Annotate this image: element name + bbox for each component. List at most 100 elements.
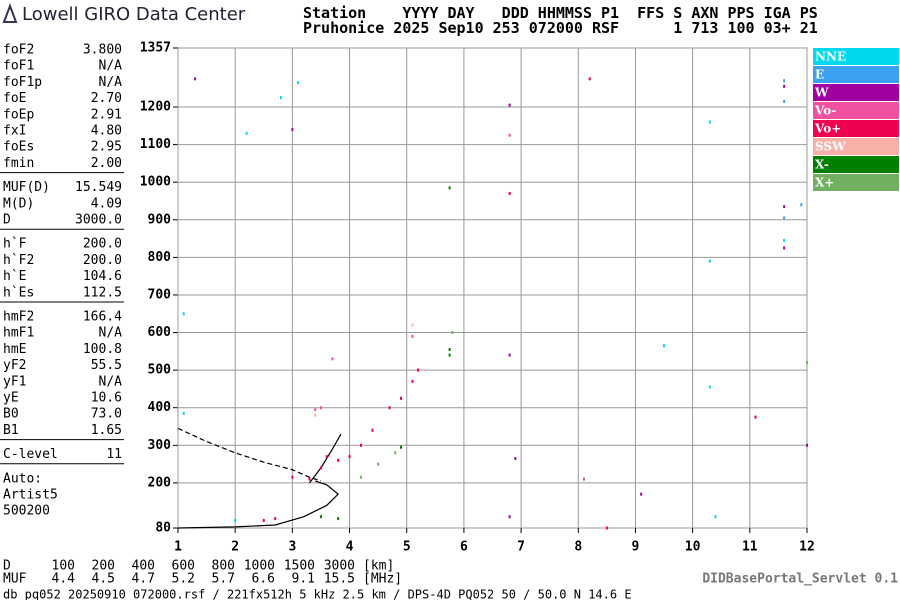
- legend-label: W: [814, 86, 829, 100]
- x-tick-label: 12: [799, 540, 815, 555]
- param-value: N/A: [99, 75, 123, 90]
- echo-point: [783, 84, 786, 88]
- x-tick-label: 5: [403, 540, 411, 555]
- servlet-label: DIDBasePortal_Servlet 0.1: [702, 572, 898, 587]
- legend-swatch: [813, 120, 899, 137]
- d-value: 400: [132, 559, 155, 574]
- echo-point: [783, 216, 786, 220]
- y-tick-label: 600: [148, 325, 172, 340]
- param-value: 3.800: [83, 43, 122, 58]
- param-value: 1.65: [91, 423, 122, 438]
- legend-label: X+: [815, 176, 834, 190]
- echo-point: [182, 312, 185, 316]
- param-value: N/A: [99, 59, 123, 74]
- legend-swatch: [813, 66, 899, 83]
- y-tick-label: 200: [148, 475, 172, 490]
- param-value: 2.95: [91, 140, 122, 155]
- d-value: 100: [52, 559, 75, 574]
- param-name: foEp: [3, 107, 34, 122]
- echo-point: [279, 96, 282, 100]
- y-tick-label: 1000: [140, 175, 171, 190]
- legend-swatch: [813, 156, 899, 173]
- legend-label: E: [815, 68, 824, 82]
- footer: db pq052 20250910 072000.rsf / 221fx512h…: [3, 588, 632, 600]
- d-value: 800: [212, 559, 235, 574]
- y-tick-label: 500: [148, 363, 172, 378]
- muf-value: 4.5: [92, 572, 115, 587]
- header: Station YYYY DAY DDD HHMMSS P1 FFS S AXN…: [303, 6, 818, 36]
- legend-label: NNE: [815, 50, 846, 64]
- echo-point: [400, 396, 403, 400]
- y-tick-label: 1100: [140, 137, 171, 152]
- param-value: 104.6: [83, 269, 122, 284]
- param-name: foF2: [3, 43, 34, 58]
- echo-point: [451, 331, 454, 335]
- echo-point: [448, 353, 451, 357]
- param-value: 4.09: [91, 196, 122, 211]
- param-name: D: [3, 213, 11, 228]
- logo-text: Lowell GIRO Data Center: [22, 4, 246, 25]
- param-name: h`E: [3, 269, 26, 284]
- param-name: hmF2: [3, 310, 34, 325]
- echo-point: [262, 518, 265, 522]
- profile-curve: [309, 433, 342, 484]
- param-name: M(D): [3, 196, 34, 211]
- echo-point: [400, 445, 403, 449]
- echo-point: [783, 246, 786, 250]
- param-value: 15.549: [75, 180, 122, 195]
- x-tick-label: 11: [742, 540, 758, 555]
- y-tick-label: 1357: [140, 41, 171, 56]
- echo-point: [331, 357, 334, 361]
- echo-point: [588, 77, 591, 81]
- echo-point: [508, 103, 511, 107]
- d-value: 600: [172, 559, 195, 574]
- param-name: hmF1: [3, 326, 34, 341]
- param-value: 10.6: [91, 391, 122, 406]
- d-value: 1000: [244, 559, 275, 574]
- param-name: yF2: [3, 358, 26, 373]
- param-value: 55.5: [91, 358, 122, 373]
- echo-point: [325, 455, 328, 459]
- muf-value: 6.6: [252, 572, 275, 587]
- echo-point: [508, 353, 511, 357]
- echo-point: [411, 379, 414, 383]
- echo-point: [448, 186, 451, 190]
- echo-point: [314, 413, 317, 417]
- x-tick-label: 7: [517, 540, 525, 555]
- echo-point: [411, 334, 414, 338]
- param-value: N/A: [99, 326, 123, 341]
- param-value: 200.0: [83, 253, 122, 268]
- param-name: yE: [3, 391, 19, 406]
- y-tick-label: 700: [148, 287, 172, 302]
- muf-value: 9.1: [292, 572, 315, 587]
- param-value: 200.0: [83, 237, 122, 252]
- x-tick-label: 3: [288, 540, 296, 555]
- param-value: 2.00: [91, 156, 122, 171]
- echo-point: [663, 344, 666, 348]
- echo-point: [714, 515, 717, 519]
- muf-unit: [MHz]: [363, 572, 402, 587]
- d-unit: [km]: [363, 559, 394, 574]
- param-value: 11: [106, 447, 122, 462]
- x-tick-label: 1: [174, 540, 182, 555]
- header-line: Pruhonice 2025 Sep10 253 072000 RSF 1 71…: [303, 19, 818, 37]
- legend-label: Vo-: [814, 104, 836, 118]
- muf-label: MUF: [3, 572, 27, 587]
- param-name: h`F2: [3, 253, 34, 268]
- echo-point: [640, 492, 643, 496]
- param-value: 2.91: [91, 107, 122, 122]
- muf-value: 5.2: [172, 572, 195, 587]
- echo-point: [417, 368, 420, 372]
- param-value: 2.70: [91, 91, 122, 106]
- echo-point: [377, 462, 380, 466]
- y-tick-label: 80: [155, 521, 171, 536]
- x-tick-label: 2: [231, 540, 239, 555]
- echo-point: [319, 406, 322, 410]
- echo-point: [605, 526, 608, 530]
- echo-point: [308, 477, 311, 481]
- param-name: fxI: [3, 124, 26, 139]
- echo-point: [708, 259, 711, 263]
- echo-point: [754, 415, 757, 419]
- echo-point: [234, 518, 237, 522]
